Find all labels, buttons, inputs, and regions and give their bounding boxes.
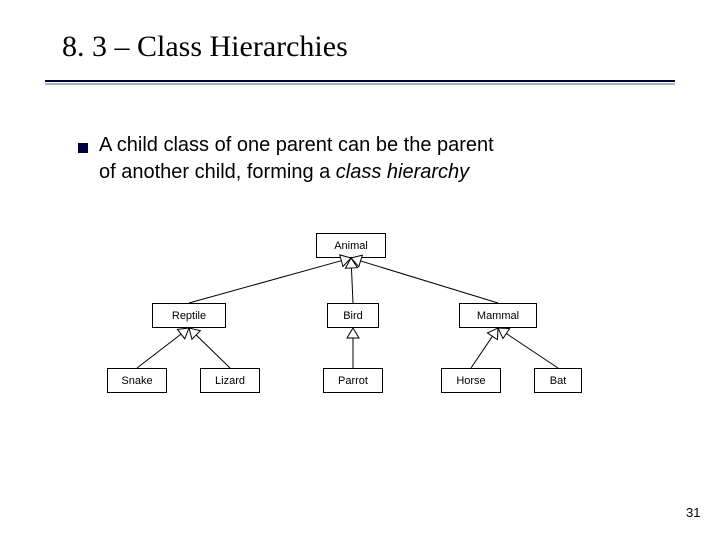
slide: { "title": { "text": "8. 3 – Class Hiera…	[0, 0, 720, 540]
node-parrot: Parrot	[323, 368, 383, 393]
node-label: Bird	[343, 310, 363, 322]
node-reptile: Reptile	[152, 303, 226, 328]
node-mammal: Mammal	[459, 303, 537, 328]
bullet-icon	[78, 143, 88, 153]
node-snake: Snake	[107, 368, 167, 393]
title-underline	[45, 80, 675, 82]
body-line-2: of another child, forming a class hierar…	[99, 161, 469, 184]
node-label: Lizard	[215, 375, 245, 387]
node-label: Animal	[334, 240, 368, 252]
node-label: Horse	[456, 375, 485, 387]
node-bat: Bat	[534, 368, 582, 393]
node-label: Bat	[550, 375, 567, 387]
node-label: Parrot	[338, 375, 368, 387]
node-animal: Animal	[316, 233, 386, 258]
title-underline-shadow	[45, 83, 675, 85]
node-bird: Bird	[327, 303, 379, 328]
node-label: Mammal	[477, 310, 519, 322]
node-horse: Horse	[441, 368, 501, 393]
body-line-2a: of another child, forming a	[99, 161, 336, 183]
body-line-2b-italic: class hierarchy	[336, 161, 469, 183]
node-label: Reptile	[172, 310, 206, 322]
page-number: 31	[686, 505, 700, 520]
body-line-1: A child class of one parent can be the p…	[99, 134, 494, 157]
slide-title: 8. 3 – Class Hierarchies	[62, 30, 348, 64]
node-lizard: Lizard	[200, 368, 260, 393]
node-label: Snake	[121, 375, 152, 387]
